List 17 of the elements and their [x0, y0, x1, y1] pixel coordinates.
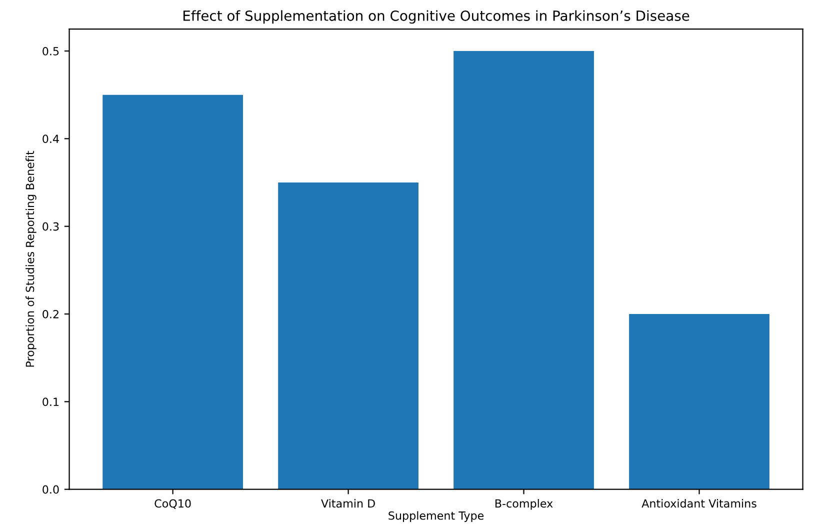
- y-axis-title: Proportion of Studies Reporting Benefit: [26, 150, 36, 367]
- bar: [454, 51, 594, 490]
- bar: [102, 94, 243, 490]
- chart-title: Effect of Supplementation on Cognitive Outcomes in Parkinson’s Disease: [183, 10, 690, 24]
- x-axis-title: Supplement Type: [388, 511, 484, 522]
- y-tick-label: 0.4: [42, 134, 59, 144]
- y-tick-label: 0.3: [42, 222, 59, 231]
- x-tick-label: B-complex: [495, 499, 553, 510]
- y-tick-label: 0.2: [42, 310, 58, 318]
- y-tick-label: 0.5: [42, 46, 59, 56]
- y-tick-label: 0.1: [42, 398, 59, 406]
- y-tick-label: 0.0: [42, 485, 59, 494]
- bar: [278, 182, 418, 490]
- x-tick-label: Vitamin D: [321, 499, 375, 508]
- bar: [629, 314, 770, 490]
- x-tick-label: CoQ10: [154, 499, 191, 509]
- x-tick-label: Antioxidant Vitamins: [642, 499, 756, 508]
